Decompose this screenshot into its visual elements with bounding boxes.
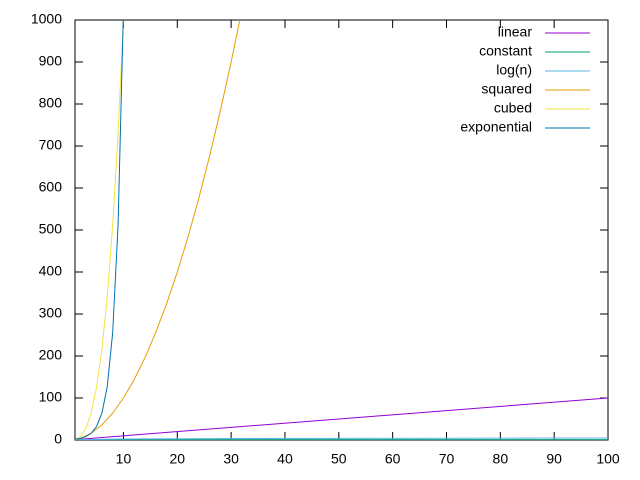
x-tick-label: 100 [596,451,620,467]
x-tick-label: 10 [116,451,132,467]
y-tick-label: 100 [39,389,63,405]
y-tick-label: 200 [39,347,63,363]
y-tick-label: 500 [39,221,63,237]
y-tick-label: 600 [39,179,63,195]
legend-label: squared [481,81,532,97]
y-tick-label: 800 [39,95,63,111]
x-tick-label: 20 [170,451,186,467]
legend-label: exponential [460,119,532,135]
legend-label: constant [479,43,532,59]
x-tick-label: 90 [546,451,562,467]
series-line [75,20,124,440]
y-tick-label: 1000 [31,11,62,27]
plot-lines [75,20,608,440]
legend-label: linear [498,24,533,40]
x-tick-label: 40 [277,451,293,467]
x-tick-label: 30 [223,451,239,467]
y-tick-label: 900 [39,53,63,69]
y-tick-label: 0 [54,431,62,447]
legend-label: cubed [494,100,532,116]
series-line [75,397,608,440]
x-tick-label: 50 [331,451,347,467]
x-tick-label: 70 [439,451,455,467]
x-tick-label: 60 [385,451,401,467]
series-line [75,20,124,440]
series-line [75,20,241,440]
legend-label: log(n) [496,62,532,78]
x-tick-label: 80 [493,451,509,467]
series-line [75,437,608,440]
y-tick-label: 400 [39,263,63,279]
y-tick-label: 300 [39,305,63,321]
y-tick-label: 700 [39,137,63,153]
